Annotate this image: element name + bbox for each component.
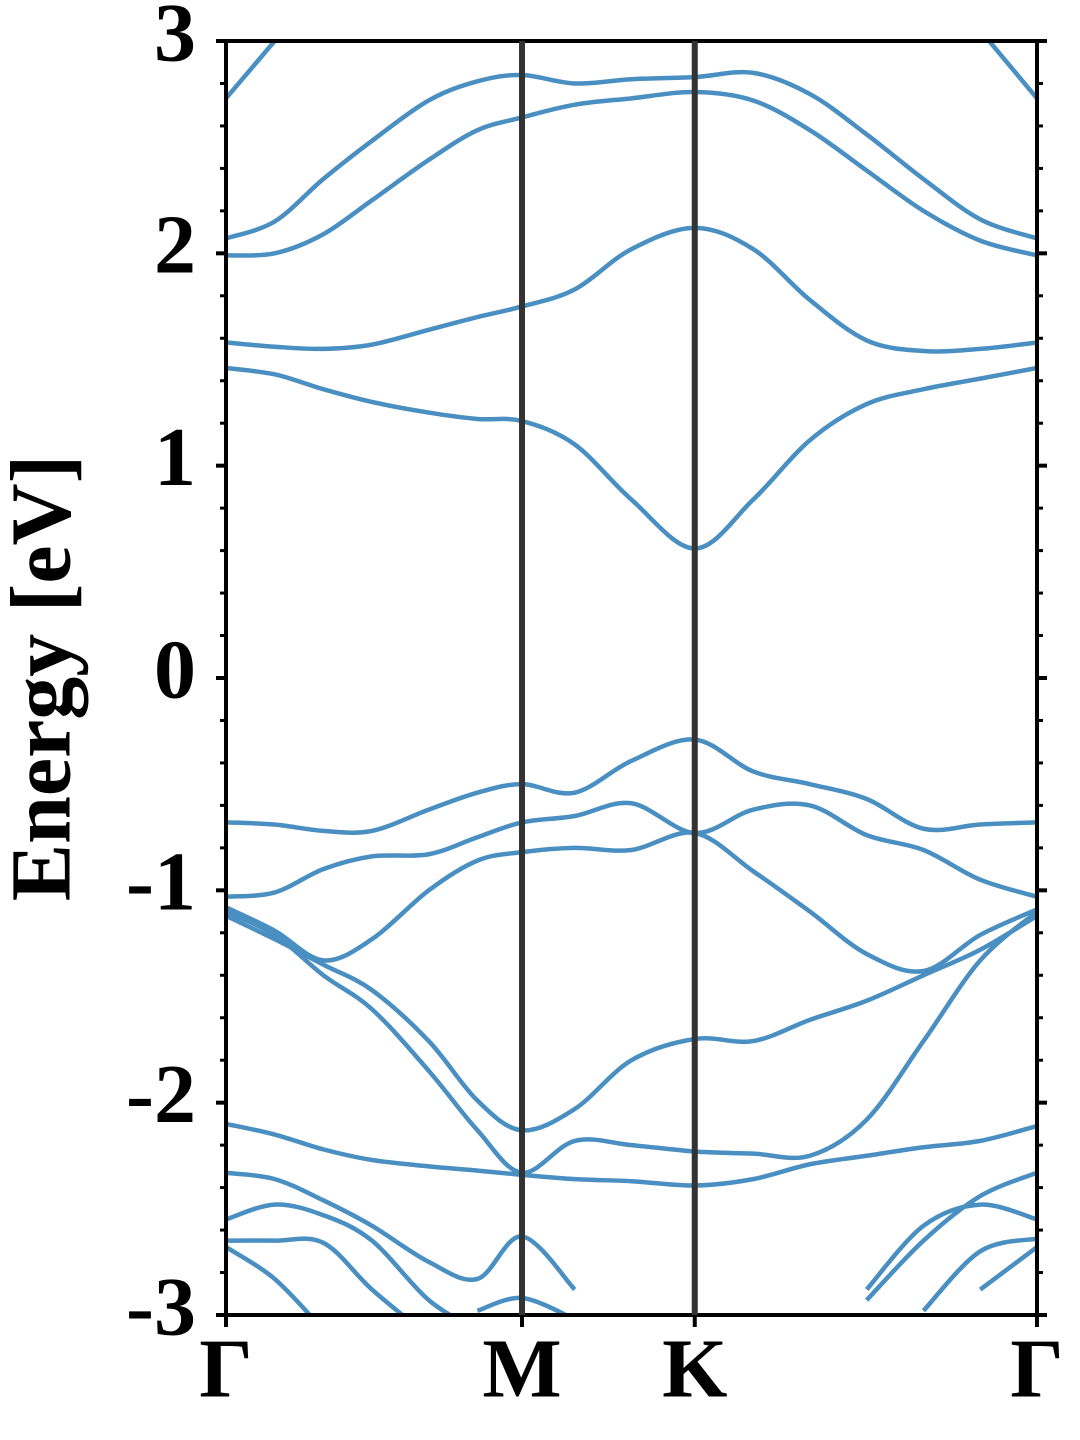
band-line: [226, 225, 1037, 354]
band-line: [226, 89, 1037, 258]
y-tick-label: 1: [154, 411, 196, 504]
band-line: [226, 365, 1037, 551]
band-line: [226, 909, 1037, 1175]
x-tick-label: Γ: [1010, 1322, 1063, 1415]
y-axis-label: Energy [eV]: [0, 455, 89, 902]
band-line: [226, 830, 1037, 974]
x-tick-label: M: [482, 1322, 561, 1415]
band-line: [226, 1170, 1037, 1302]
x-tick-label: K: [662, 1322, 727, 1415]
plot-frame: [224, 39, 1039, 1317]
band-line: [226, 69, 1037, 241]
band-line: [226, 737, 1037, 835]
y-tick-label: 2: [154, 199, 196, 292]
y-tick-label: -2: [126, 1048, 196, 1141]
band-line: [226, 913, 1037, 1133]
band-line: [226, 1202, 1037, 1315]
y-tick-label: -3: [126, 1260, 196, 1353]
band-line: [226, 1236, 1037, 1315]
x-tick-label: Γ: [199, 1322, 252, 1415]
y-tick-label: -1: [126, 836, 196, 929]
y-tick-label: 3: [154, 0, 196, 79]
band-line: [226, 41, 1037, 100]
y-tick-label: 0: [154, 623, 196, 716]
band-line: [226, 800, 1037, 899]
bands: [226, 41, 1037, 1315]
band-line: [226, 1121, 1037, 1188]
band-line: [226, 1245, 1037, 1315]
